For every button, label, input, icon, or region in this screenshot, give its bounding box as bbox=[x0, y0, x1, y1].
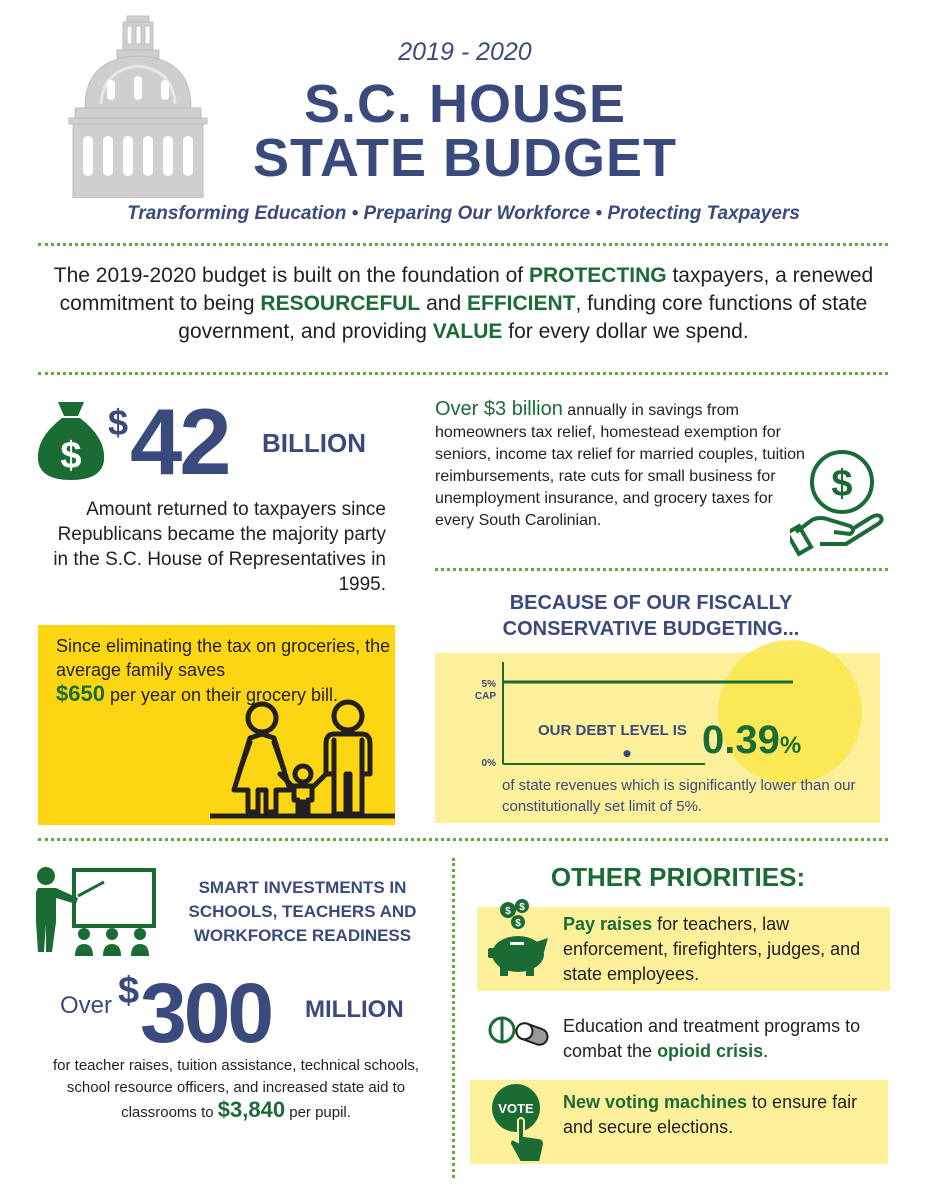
debt-gauge bbox=[502, 640, 862, 784]
teacher-classroom-icon bbox=[36, 867, 156, 956]
investments-unit: MILLION bbox=[305, 996, 404, 1023]
debt-highlight-circle bbox=[718, 640, 862, 784]
cap-label: 5% CAP bbox=[474, 679, 496, 702]
page-title-line2: STATE BUDGET bbox=[253, 128, 677, 188]
svg-text:VOTE: VOTE bbox=[498, 1101, 534, 1116]
hand-holding-dollar-icon: $ bbox=[790, 450, 884, 557]
debt-level-marker bbox=[623, 750, 631, 758]
debt-level-value: 0.39% bbox=[702, 718, 802, 762]
priority-opioid: Education and treatment programs to comb… bbox=[563, 1016, 861, 1061]
investments-amount: 300 bbox=[140, 966, 274, 1060]
vote-button-icon: VOTE bbox=[492, 1084, 546, 1163]
groceries-amount: $650 bbox=[56, 681, 105, 706]
divider bbox=[435, 568, 888, 571]
investments-over: Over bbox=[60, 992, 113, 1019]
vertical-divider bbox=[452, 858, 455, 1178]
capitol-dome-icon bbox=[68, 15, 208, 198]
priority-voting-machines: New voting machines to ensure fair and s… bbox=[563, 1092, 858, 1137]
divider bbox=[38, 243, 888, 246]
money-bag-icon: $ bbox=[37, 402, 105, 480]
priority-pay-raises: Pay raises for teachers, law enforcement… bbox=[563, 914, 861, 984]
page-title-line1: S.C. HOUSE bbox=[303, 74, 627, 134]
debt-level-label: OUR DEBT LEVEL IS bbox=[538, 722, 687, 739]
investments-dollar-sign: $ bbox=[118, 970, 140, 1012]
svg-text:$: $ bbox=[505, 906, 511, 917]
debt-heading: BECAUSE OF OUR FISCALLY CONSERVATIVE BUD… bbox=[502, 592, 800, 640]
zero-label: 0% bbox=[481, 758, 496, 769]
svg-text:$: $ bbox=[60, 435, 81, 477]
investments-heading: SMART INVESTMENTS IN SCHOOLS, TEACHERS A… bbox=[188, 878, 417, 945]
budget-year: 2019 - 2020 bbox=[398, 38, 532, 66]
svg-text:$: $ bbox=[519, 902, 525, 913]
svg-text:$: $ bbox=[515, 918, 521, 929]
returned-unit: BILLION bbox=[262, 428, 366, 458]
priority-panel-pay bbox=[477, 907, 890, 991]
piggy-bank-icon: $ $ $ bbox=[488, 899, 548, 976]
divider bbox=[38, 838, 888, 841]
returned-description: Amount returned to taxpayers since Repub… bbox=[53, 499, 386, 595]
priorities-heading: OTHER PRIORITIES: bbox=[550, 862, 806, 892]
divider bbox=[38, 372, 888, 375]
groceries-text: Since eliminating the tax on groceries, … bbox=[56, 636, 391, 706]
investments-description: for teacher raises, tuition assistance, … bbox=[52, 1057, 419, 1122]
family-icon bbox=[210, 699, 395, 819]
tagline: Transforming Education • Preparing Our W… bbox=[127, 203, 800, 224]
svg-text:$: $ bbox=[831, 463, 852, 505]
per-pupil-amount: $3,840 bbox=[217, 1097, 286, 1122]
pill-icon bbox=[488, 1016, 549, 1046]
debt-description: of state revenues which is significantly… bbox=[502, 777, 856, 815]
savings-paragraph: Over $3 billion annually in savings from… bbox=[435, 398, 805, 529]
returned-dollar-sign: $ bbox=[108, 402, 129, 443]
returned-amount: 42 bbox=[130, 389, 232, 494]
intro-paragraph: The 2019-2020 budget is built on the fou… bbox=[53, 264, 874, 343]
